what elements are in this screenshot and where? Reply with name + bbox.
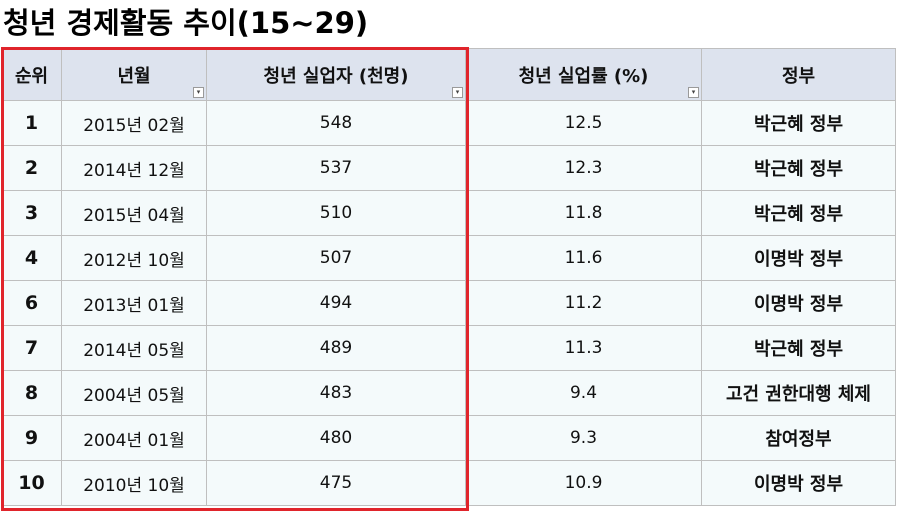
column-header-rate[interactable]: 청년 실업률 (%) ▾ — [465, 48, 702, 101]
table-body: 1 2015년 02월 548 12.5 박근혜 정부 2 2014년 12월 537 12.3… — [1, 100, 896, 506]
cell-government[interactable]: 이명박 정부 — [701, 280, 896, 326]
cell-month[interactable]: 2010년 10월 — [61, 460, 207, 506]
data-table: 순위 년월 ▾ 청년 실업자 (천명) ▾ 청년 실업률 (%) ▾ 정부 1 2015… — [1, 48, 896, 506]
cell-rank[interactable]: 8 — [1, 370, 62, 416]
cell-rank[interactable]: 3 — [1, 190, 62, 236]
cell-rate[interactable]: 11.3 — [465, 325, 702, 371]
table-row: 2 2014년 12월 537 12.3 박근혜 정부 — [1, 145, 896, 191]
column-header-label: 순위 — [14, 65, 49, 87]
column-header-government[interactable]: 정부 — [701, 48, 896, 101]
cell-rank[interactable]: 2 — [1, 145, 62, 191]
cell-rate[interactable]: 12.5 — [465, 100, 702, 146]
table-row: 10 2010년 10월 475 10.9 이명박 정부 — [1, 460, 896, 506]
cell-rank[interactable]: 4 — [1, 235, 62, 281]
cell-unemployed[interactable]: 480 — [206, 415, 466, 461]
filter-sort-icon[interactable]: ▾ — [193, 87, 204, 98]
column-header-label: 청년 실업률 (%) — [518, 65, 649, 87]
cell-month[interactable]: 2004년 01월 — [61, 415, 207, 461]
cell-government[interactable]: 이명박 정부 — [701, 235, 896, 281]
column-header-label: 청년 실업자 (천명) — [263, 65, 409, 87]
cell-rate[interactable]: 10.9 — [465, 460, 702, 506]
table-row: 8 2004년 05월 483 9.4 고건 권한대행 체제 — [1, 370, 896, 416]
table-row: 7 2014년 05월 489 11.3 박근혜 정부 — [1, 325, 896, 371]
cell-government[interactable]: 이명박 정부 — [701, 460, 896, 506]
cell-month[interactable]: 2013년 01월 — [61, 280, 207, 326]
cell-unemployed[interactable]: 510 — [206, 190, 466, 236]
header-row: 순위 년월 ▾ 청년 실업자 (천명) ▾ 청년 실업률 (%) ▾ 정부 — [1, 48, 896, 101]
cell-unemployed[interactable]: 548 — [206, 100, 466, 146]
cell-unemployed[interactable]: 489 — [206, 325, 466, 371]
column-header-month[interactable]: 년월 ▾ — [61, 48, 207, 101]
column-header-rank[interactable]: 순위 — [1, 48, 62, 101]
column-header-unemployed[interactable]: 청년 실업자 (천명) ▾ — [206, 48, 466, 101]
cell-unemployed[interactable]: 494 — [206, 280, 466, 326]
cell-unemployed[interactable]: 507 — [206, 235, 466, 281]
cell-unemployed[interactable]: 537 — [206, 145, 466, 191]
cell-government[interactable]: 박근혜 정부 — [701, 325, 896, 371]
cell-government[interactable]: 고건 권한대행 체제 — [701, 370, 896, 416]
table-row: 1 2015년 02월 548 12.5 박근혜 정부 — [1, 100, 896, 146]
cell-month[interactable]: 2014년 12월 — [61, 145, 207, 191]
cell-rank[interactable]: 9 — [1, 415, 62, 461]
cell-month[interactable]: 2015년 02월 — [61, 100, 207, 146]
cell-rank[interactable]: 7 — [1, 325, 62, 371]
column-header-label: 정부 — [781, 65, 816, 87]
table-row: 3 2015년 04월 510 11.8 박근혜 정부 — [1, 190, 896, 236]
column-header-label: 년월 — [117, 65, 151, 87]
cell-rate[interactable]: 9.3 — [465, 415, 702, 461]
cell-month[interactable]: 2015년 04월 — [61, 190, 207, 236]
cell-rank[interactable]: 1 — [1, 100, 62, 146]
cell-government[interactable]: 참여정부 — [701, 415, 896, 461]
sort-desc-icon[interactable]: ▾ — [452, 87, 463, 98]
cell-month[interactable]: 2012년 10월 — [61, 235, 207, 281]
sheet-title: 청년 경제활동 추이(15~29) — [3, 6, 369, 40]
cell-rate[interactable]: 11.2 — [465, 280, 702, 326]
cell-rate[interactable]: 11.6 — [465, 235, 702, 281]
cell-government[interactable]: 박근혜 정부 — [701, 100, 896, 146]
cell-month[interactable]: 2004년 05월 — [61, 370, 207, 416]
cell-rank[interactable]: 10 — [1, 460, 62, 506]
table-row: 6 2013년 01월 494 11.2 이명박 정부 — [1, 280, 896, 326]
cell-unemployed[interactable]: 475 — [206, 460, 466, 506]
table-row: 4 2012년 10월 507 11.6 이명박 정부 — [1, 235, 896, 281]
cell-rate[interactable]: 9.4 — [465, 370, 702, 416]
cell-rate[interactable]: 11.8 — [465, 190, 702, 236]
cell-month[interactable]: 2014년 05월 — [61, 325, 207, 371]
cell-government[interactable]: 박근혜 정부 — [701, 190, 896, 236]
cell-rank[interactable]: 6 — [1, 280, 62, 326]
cell-government[interactable]: 박근혜 정부 — [701, 145, 896, 191]
table-row: 9 2004년 01월 480 9.3 참여정부 — [1, 415, 896, 461]
cell-rate[interactable]: 12.3 — [465, 145, 702, 191]
dropdown-icon[interactable]: ▾ — [688, 87, 699, 98]
cell-unemployed[interactable]: 483 — [206, 370, 466, 416]
